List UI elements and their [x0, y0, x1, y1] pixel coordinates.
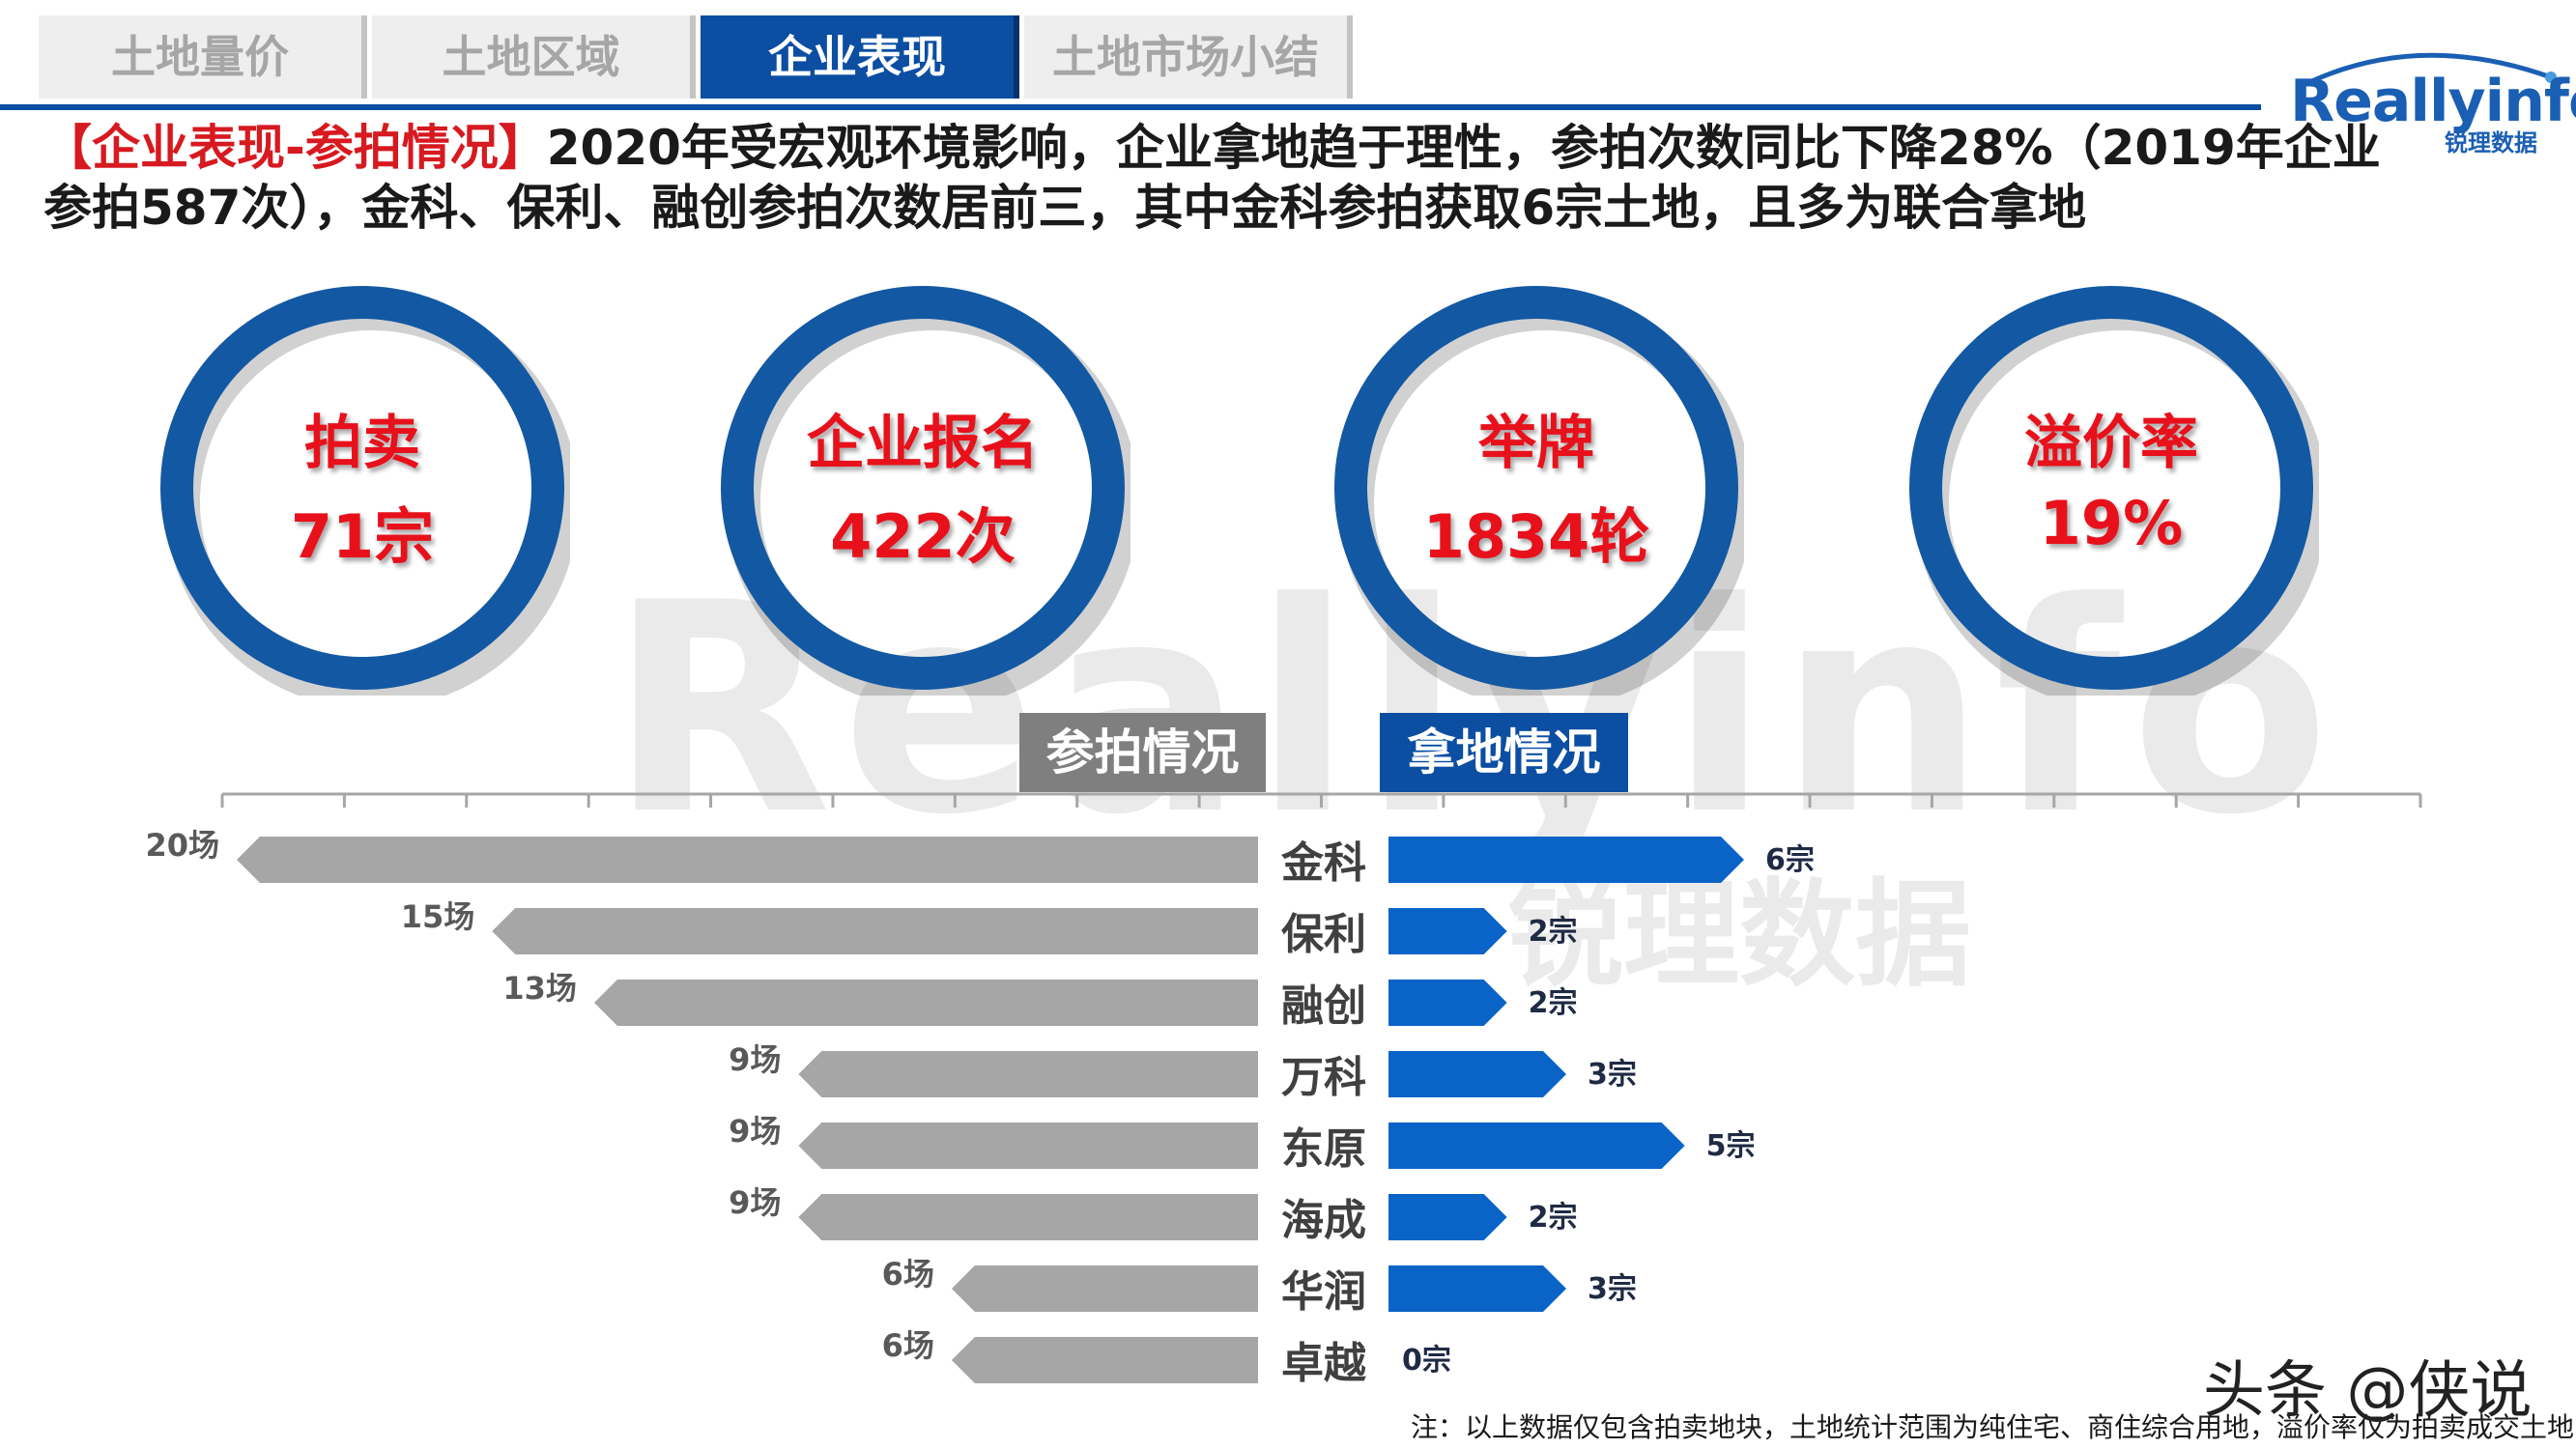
participation-label: 20场: [145, 827, 219, 864]
section-land-acquired: 拿地情况: [1380, 713, 1628, 792]
credit-watermark: 头条 @侠说: [2203, 1355, 2533, 1427]
category-label: 华润: [1281, 1267, 1366, 1317]
land-label: 3宗: [1588, 1272, 1637, 1306]
logo-subtext: 锐理数据: [2445, 129, 2537, 156]
participation-bar: [798, 1051, 1258, 1097]
footnote: 注：以上数据仅包含拍卖地块，土地统计范围为纯住宅、商住综合用地，溢价率仅为拍卖成…: [1411, 1411, 2575, 1443]
participation-bar: [237, 837, 1258, 883]
participation-label: 9场: [729, 1113, 781, 1150]
land-label: 6宗: [1765, 843, 1815, 877]
ring-icon: [721, 286, 1131, 696]
ring-icon: [160, 286, 570, 696]
category-label: 海成: [1281, 1196, 1366, 1245]
participation-bar: [951, 1265, 1258, 1312]
tab-market-summary[interactable]: 土地市场小结: [1024, 15, 1353, 99]
kpi-value: 71宗: [290, 501, 435, 572]
category-label: 卓越: [1281, 1339, 1367, 1388]
kpi-value: 422次: [830, 501, 1016, 572]
land-bar: [1388, 1051, 1566, 1097]
land-bar: [1388, 908, 1507, 954]
participation-bar: [492, 908, 1258, 954]
ring-icon: [1334, 286, 1744, 696]
land-bar: [1388, 980, 1507, 1026]
header-rule: [0, 104, 2261, 110]
kpi-value: 1834轮: [1422, 501, 1650, 572]
land-bar: [1388, 837, 1744, 883]
kpi-label: 企业报名: [807, 410, 1039, 477]
logo-swoosh-icon: [2298, 52, 2557, 90]
land-label: 2宗: [1529, 986, 1578, 1020]
tab-enterprise[interactable]: 企业表现: [701, 15, 1019, 99]
category-label: 融创: [1281, 981, 1366, 1031]
participation-bar: [593, 980, 1258, 1026]
category-label: 东原: [1281, 1124, 1366, 1174]
participation-label: 15场: [401, 898, 475, 935]
participation-bar: [951, 1337, 1258, 1383]
kpi-label: 拍卖: [304, 410, 420, 477]
category-label: 金科: [1280, 838, 1366, 888]
land-label: 2宗: [1529, 1201, 1578, 1235]
participation-label: 9场: [729, 1041, 781, 1078]
participation-label: 9场: [729, 1184, 781, 1221]
headline: 【企业表现-参拍情况】2020年受宏观环境影响，企业拿地趋于理性，参拍次数同比下…: [43, 118, 2382, 238]
headline-tag: 【企业表现-参拍情况】: [43, 120, 547, 176]
participation-bar: [798, 1194, 1258, 1240]
land-label: 5宗: [1706, 1129, 1756, 1163]
land-bar: [1388, 1194, 1507, 1240]
ring-icon: [1909, 286, 2319, 696]
kpi-bids: 举牌 1834轮: [1329, 280, 1744, 696]
land-bar: [1388, 1122, 1685, 1169]
kpi-premium-rate: 溢价率 19%: [1903, 280, 2319, 696]
category-label: 保利: [1281, 910, 1366, 959]
logo-text: Reallyinfo: [2290, 68, 2576, 135]
category-label: 万科: [1281, 1053, 1366, 1102]
participation-label: 6场: [882, 1327, 934, 1364]
land-label: 2宗: [1529, 915, 1578, 949]
kpi-registrations: 企业报名 422次: [715, 280, 1131, 696]
land-label: 3宗: [1588, 1058, 1637, 1092]
land-label: 0宗: [1402, 1344, 1451, 1378]
kpi-label: 举牌: [1478, 410, 1594, 477]
participation-bar: [798, 1122, 1258, 1169]
land-bar: [1388, 1265, 1566, 1312]
tab-land-price[interactable]: 土地量价: [39, 15, 367, 99]
kpi-auction: 拍卖 71宗: [155, 280, 570, 696]
section-participation: 参拍情况: [1019, 713, 1266, 792]
participation-label: 13场: [502, 970, 577, 1007]
participation-label: 6场: [882, 1256, 934, 1293]
tab-land-region[interactable]: 土地区域: [372, 15, 696, 99]
kpi-value: 19%: [2039, 488, 2184, 558]
kpi-label: 溢价率: [2024, 410, 2198, 477]
headline-text: 2020年受宏观环境影响，企业拿地趋于理性，参拍次数同比下降28%（2019年企…: [43, 120, 2381, 236]
brand-logo: Reallyinfo 锐理数据: [2261, 39, 2576, 156]
